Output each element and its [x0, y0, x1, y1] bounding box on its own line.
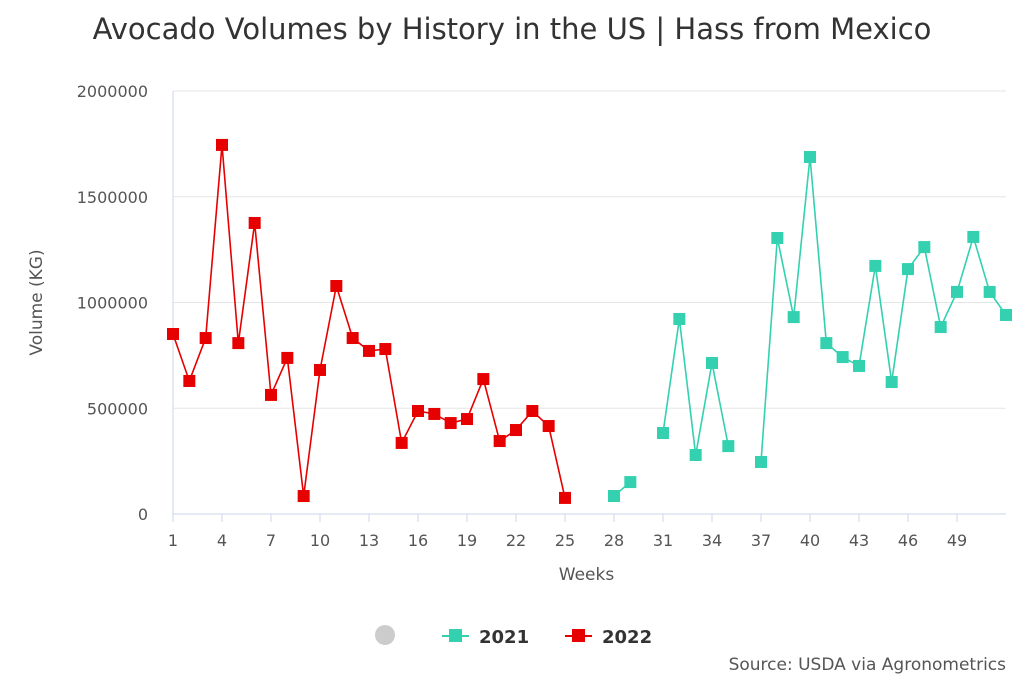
data-point-2021 [853, 359, 865, 372]
y-tick-label: 1000000 [77, 294, 148, 313]
series-line-2022 [172, 144, 566, 499]
y-tick-label: 2000000 [77, 82, 148, 101]
data-point-2021 [657, 426, 669, 439]
y-axis-label: Volume (KG) [27, 249, 47, 355]
data-point-2022 [248, 216, 261, 229]
data-point-2022 [232, 337, 245, 350]
data-point-2021 [1000, 308, 1012, 321]
data-point-2022 [510, 424, 522, 437]
data-point-2021 [967, 230, 980, 243]
x-tick-label: 40 [800, 531, 820, 550]
data-point-2021 [706, 356, 718, 369]
data-point-2021 [885, 376, 898, 389]
legend-label-2022: 2022 [602, 627, 652, 648]
x-tick-label: 1 [168, 531, 178, 550]
x-tick-label: 22 [506, 531, 526, 550]
data-point-2022 [526, 404, 539, 417]
legend-hidden-series-marker [375, 625, 395, 645]
data-point-2021 [624, 476, 637, 489]
data-point-2021 [983, 285, 996, 298]
data-point-2021 [918, 241, 931, 254]
data-point-2022 [363, 344, 375, 357]
data-point-2022 [444, 417, 457, 430]
source-credit: Source: USDA via Agronometrics [728, 655, 1006, 675]
data-point-2022 [477, 373, 490, 386]
data-point-2021 [836, 351, 849, 364]
data-point-2022 [542, 420, 555, 433]
data-point-2021 [934, 321, 947, 334]
y-tick-label: 1500000 [77, 188, 148, 207]
x-tick-label: 37 [751, 531, 771, 550]
data-point-2022 [265, 388, 277, 401]
data-point-2022 [395, 436, 408, 449]
data-point-2022 [297, 490, 310, 503]
x-tick-label: 10 [310, 531, 330, 550]
data-point-2021 [787, 311, 800, 324]
x-tick-label: 34 [702, 531, 722, 550]
data-point-2022 [281, 351, 294, 364]
data-point-2021 [902, 263, 914, 276]
x-tick-label: 25 [555, 531, 575, 550]
x-tick-label: 31 [653, 531, 673, 550]
data-point-2021 [608, 490, 620, 503]
x-tick-label: 7 [266, 531, 276, 550]
x-tick-label: 43 [849, 531, 869, 550]
series-line-2021 [613, 156, 1007, 497]
data-point-2022 [330, 280, 343, 293]
data-point-2021 [951, 285, 963, 298]
data-point-2021 [689, 448, 702, 461]
data-point-2022 [493, 435, 506, 448]
legend-marker-2022 [572, 629, 585, 642]
x-tick-label: 28 [604, 531, 624, 550]
x-tick-label: 16 [408, 531, 428, 550]
data-point-2021 [771, 231, 784, 244]
data-point-2022 [216, 138, 228, 151]
data-point-2021 [804, 150, 816, 163]
legend-marker-2021 [449, 629, 462, 642]
x-axis-label: Weeks [559, 565, 615, 585]
data-point-2021 [755, 455, 767, 468]
x-tick-label: 19 [457, 531, 477, 550]
data-point-2021 [722, 440, 735, 453]
y-tick-label: 0 [138, 505, 148, 524]
data-point-2021 [820, 337, 833, 350]
x-tick-label: 13 [359, 531, 379, 550]
y-tick-label: 500000 [87, 399, 148, 418]
data-point-2021 [673, 312, 686, 325]
data-point-2022 [412, 404, 424, 417]
data-point-2022 [559, 491, 571, 504]
data-point-2022 [167, 328, 179, 341]
data-point-2022 [461, 413, 473, 426]
data-point-2022 [199, 332, 212, 345]
x-tick-label: 49 [947, 531, 967, 550]
data-point-2022 [183, 374, 196, 387]
data-point-2021 [869, 259, 882, 272]
chart-title: Avocado Volumes by History in the US | H… [92, 12, 932, 46]
x-tick-label: 46 [898, 531, 918, 550]
x-tick-label: 4 [217, 531, 227, 550]
data-point-2022 [379, 343, 392, 356]
data-point-2022 [428, 407, 441, 420]
data-point-2022 [314, 363, 326, 376]
data-point-2022 [346, 332, 359, 345]
legend-label-2021: 2021 [479, 627, 529, 648]
